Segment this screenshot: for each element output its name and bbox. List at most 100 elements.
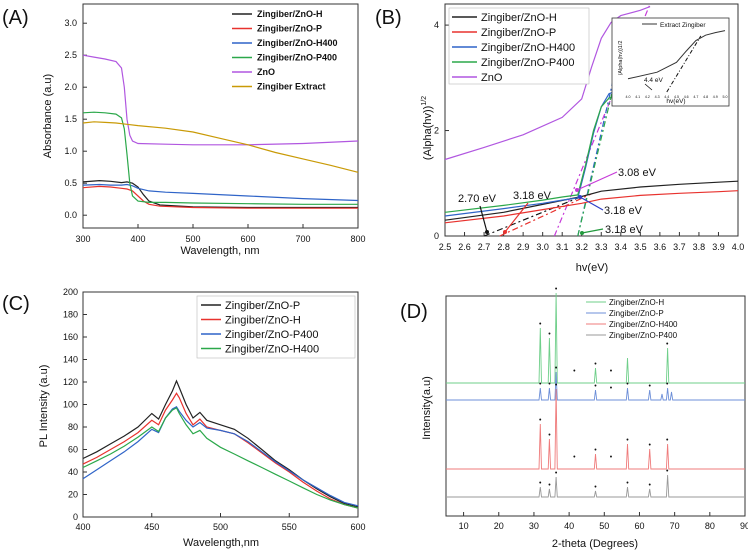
panel-d-label: (D) [400, 301, 428, 323]
panel-a-series-line [82, 54, 359, 146]
panel-d-xlabel: 2-theta (Degrees) [552, 538, 638, 550]
panel-d-peak-marker: • [648, 383, 651, 390]
inset-annotation-arrow [644, 83, 653, 91]
panel-b-xtick-label: 3.1 [556, 242, 569, 252]
panel-b-annotation-arrowhead [580, 231, 584, 235]
panel-d-legend-label: Zingiber/ZnO-H [609, 298, 664, 307]
inset-xtick-label: 4.0 [626, 95, 631, 99]
panel-d-peak-marker: • [548, 432, 551, 439]
panel-b-xtick-label: 3.0 [536, 242, 549, 252]
panel-b-legend-label: Zingiber/ZnO-H [481, 12, 557, 24]
panel-b-xtick-label: 2.6 [458, 242, 471, 252]
panel-d-peak-marker: • [548, 482, 551, 489]
panel-d-series: • • • • • • • • • • • • • • • • • • • • • • • • • • • • • • • [446, 286, 745, 498]
panel-d-peak-marker: • [555, 365, 558, 372]
panel-a-legend-label: Zingiber/ZnO-H400 [257, 38, 338, 48]
panel-d-series-line [446, 388, 745, 470]
panel-d-peak-marker: • [548, 381, 551, 388]
panel-d-peak-marker: • [626, 437, 629, 444]
panel-c-series-line [82, 392, 359, 509]
panel-c-xtick-label: 550 [282, 522, 297, 532]
panel-b-annotation-arrowhead [578, 195, 582, 199]
panel-c-series-line [82, 406, 359, 507]
panel-c-ticks: 400 450 500 550 600 0 20 40 60 80 100 120 140 160 180 2… [63, 287, 366, 532]
panel-a-frame [82, 3, 359, 229]
panel-d-peak-marker: • [648, 482, 651, 489]
panel-d-xtick-label: 90 [740, 521, 748, 531]
panel-b-ytick-label: 2 [434, 126, 439, 136]
panel-c-legend-label: Zingiber/ZnO-P [225, 300, 300, 312]
panel-d-peak-marker: • [555, 470, 558, 477]
panel-a-xtick-label: 400 [130, 234, 145, 244]
panel-a-ytick-label: 3.0 [64, 18, 77, 28]
inset-xtick-label: 4.4 [664, 95, 669, 99]
panel-d-peak-marker: • [555, 382, 558, 389]
panel-a-series-line [82, 111, 358, 205]
inset-frame [611, 17, 730, 107]
panel-c-xtick-label: 450 [144, 522, 159, 532]
panel-b-series [444, 6, 739, 224]
panel-b-xtick-label: 3.2 [575, 242, 588, 252]
panel-b-annotation-arrow [579, 196, 604, 211]
inset-xtick-label: 4.3 [655, 95, 660, 99]
panel-b-annotation-arrow [576, 171, 618, 191]
panel-c-series [82, 379, 359, 509]
panel-b-ytick-label: 0 [434, 231, 439, 241]
inset-series-line [627, 30, 726, 80]
panel-d: (D) 10 20 30 40 50 60 70 80 90 •••••••• ••• •• • •••… [400, 286, 748, 550]
panel-b-annotation-arrow [479, 205, 488, 233]
panel-b-legend: Zingiber/ZnO-H Zingiber/ZnO-P Zingiber/ZnO… [448, 7, 590, 85]
panel-c-ytick-label: 0 [73, 512, 78, 522]
panel-d-peak-marker: • [626, 480, 629, 487]
panel-b-annotations: 2.70 eV 3.18 eV 3.08 eV 3.18 eV 3.18 eV [458, 167, 657, 236]
panel-a-ytick-label: 0.0 [64, 210, 77, 220]
panel-b-series-line [444, 90, 618, 217]
panel-b-legend-label: Zingiber/ZnO-P400 [481, 57, 575, 69]
panel-a-xtick-label: 800 [350, 234, 365, 244]
panel-b-label: (B) [375, 7, 402, 29]
panel-d-xtick-label: 30 [529, 521, 539, 531]
panel-d-peak-marker: • [666, 468, 669, 475]
panel-a-xtick-label: 300 [75, 234, 90, 244]
panel-c-ytick-label: 180 [63, 310, 78, 320]
panel-b-xtick-label: 4.0 [732, 242, 745, 252]
panel-b-frame [444, 3, 739, 237]
panel-d-frame [445, 295, 746, 517]
inset-ylabel: (Alpha(hv))1/2 [618, 41, 624, 76]
panel-d-peak-marker: • [539, 381, 542, 388]
panel-d-xtick-label: 40 [564, 521, 574, 531]
panel-c-ytick-label: 80 [68, 422, 78, 432]
panel-b-annotation-label: 3.18 eV [605, 224, 644, 236]
panel-b-xtick-label: 3.9 [712, 242, 725, 252]
panel-d-peak-marker: • [539, 321, 542, 328]
panel-c-ytick-label: 140 [63, 355, 78, 365]
panel-d-peak-marker: • [648, 442, 651, 449]
inset-xtick-label: 4.2 [645, 95, 650, 99]
panel-d-peak-marker: • [666, 437, 669, 444]
panel-c-ytick-label: 100 [63, 400, 78, 410]
panel-c-ytick-label: 40 [68, 467, 78, 477]
panel-d-xtick-label: 70 [670, 521, 680, 531]
panel-b-xtick-label: 2.9 [517, 242, 530, 252]
panel-d-peak-marker: • [555, 286, 558, 293]
panel-d-series-line [446, 292, 745, 384]
panel-b-inset: Extract Zingiber 4.0 4.1 4.2 4.3 4.4 4.5 4.6 4.7… [611, 17, 730, 107]
panel-b-annotation-arrow [581, 228, 604, 234]
panel-c-ytick-label: 60 [68, 445, 78, 455]
panel-d-ylabel: Intensity(a.u) [421, 376, 433, 440]
panel-c-xlabel: Wavelength,nm [183, 537, 259, 549]
panel-b-annotation-label: 3.18 eV [604, 205, 643, 217]
panel-b-series-line [444, 95, 618, 213]
inset-xtick-label: 4.5 [674, 95, 679, 99]
panel-d-peak-marker: • [626, 381, 629, 388]
panel-b-xtick-label: 3.5 [634, 242, 647, 252]
inset-xtick-label: 4.1 [635, 95, 640, 99]
panel-c-ytick-label: 120 [63, 377, 78, 387]
panel-d-legend-label: Zingiber/ZnO-H400 [609, 320, 678, 329]
panel-b-annotation-label: 3.08 eV [618, 167, 657, 179]
panel-b-xtick-label: 2.7 [478, 242, 491, 252]
panel-a-legend: Zingiber/ZnO-H Zingiber/ZnO-P Zingiber/ZnO… [232, 9, 338, 92]
panel-b-annotation-arrowhead [485, 230, 489, 234]
panel-b-annotation-arrowhead [575, 188, 579, 192]
panel-c-ytick-label: 20 [68, 490, 78, 500]
